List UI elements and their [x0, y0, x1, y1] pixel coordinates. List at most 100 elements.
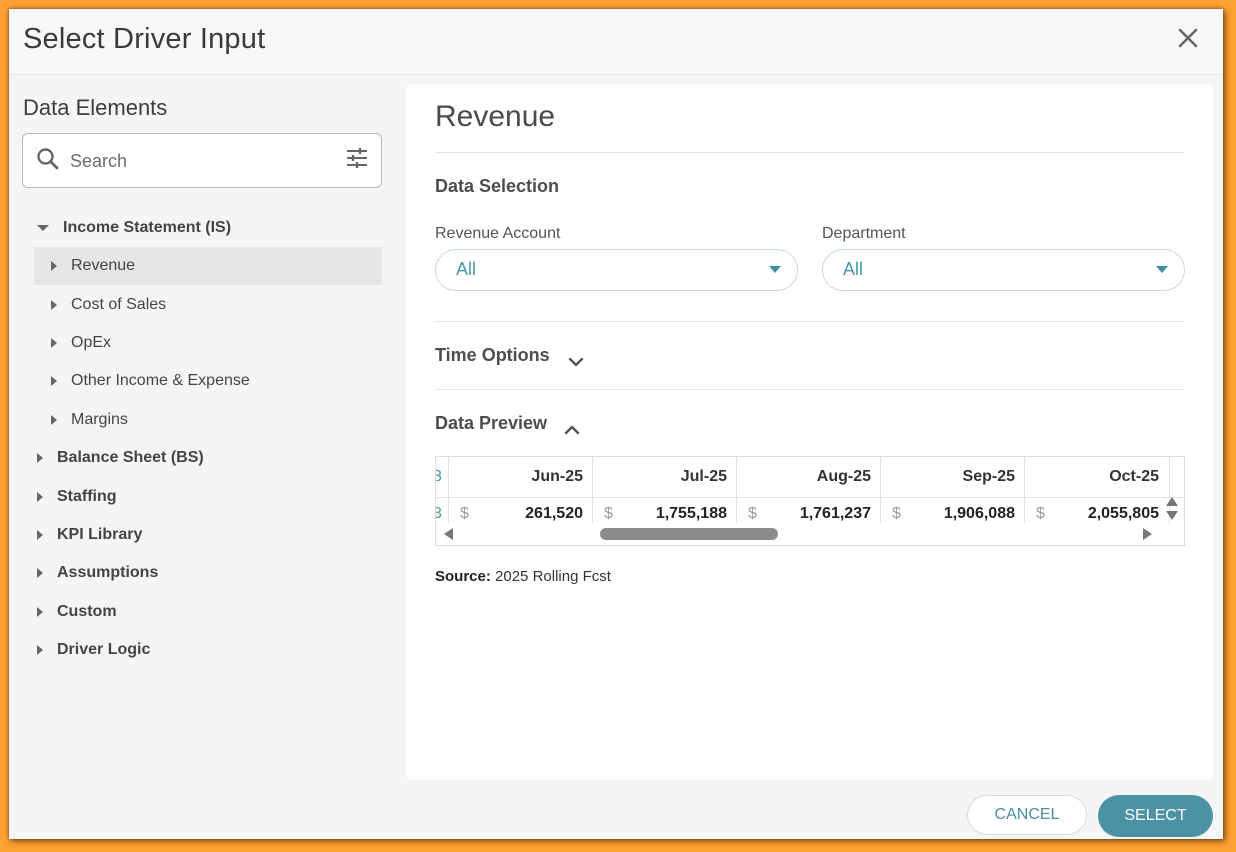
tree-item-label: Assumptions — [57, 564, 159, 581]
search-input[interactable] — [68, 143, 342, 179]
clipped-cell-edge: 3 — [436, 505, 442, 523]
chevron-down-icon[interactable] — [568, 356, 584, 368]
divider — [435, 321, 1184, 322]
tree-item-label: KPI Library — [57, 526, 143, 543]
caret-right-icon — [51, 376, 57, 386]
scroll-up-icon[interactable] — [1165, 496, 1179, 508]
preview-column: Sep-25 $ 1,906,088 — [880, 457, 1025, 523]
clipped-cell-edge: 3 — [436, 468, 442, 486]
dropdown-arrow-icon — [769, 266, 781, 273]
source-value: 2025 Rolling Fcst — [495, 568, 611, 585]
close-button[interactable] — [1175, 25, 1201, 51]
filter-sliders-icon[interactable] — [345, 146, 369, 170]
cell-value: 2,055,805 — [1087, 505, 1159, 522]
time-options-toggle[interactable]: Time Options — [435, 345, 550, 365]
tree-item-custom[interactable]: Custom — [37, 593, 117, 631]
preview-column: Jul-25 $ 1,755,188 — [592, 457, 737, 523]
cell-value: 1,761,237 — [799, 505, 871, 522]
scroll-right-icon[interactable] — [1142, 527, 1154, 541]
preview-column: Jun-25 $ 261,520 — [448, 457, 593, 523]
data-source: Source: 2025 Rolling Fcst — [435, 568, 611, 585]
preview-column: Oct-25 $ 2,055,805 — [1024, 457, 1170, 523]
detail-panel: Revenue Data Selection Revenue Account A… — [406, 84, 1213, 780]
tree-item-label: Staffing — [57, 488, 117, 505]
select-driver-input-dialog: Select Driver Input Data Elements — [9, 9, 1223, 839]
data-preview-toggle[interactable]: Data Preview — [435, 413, 548, 433]
column-header: Sep-25 — [962, 468, 1015, 485]
tree-item-label: Custom — [57, 603, 117, 620]
caret-right-icon — [51, 261, 57, 271]
tree-item-margins[interactable]: Margins — [34, 401, 382, 439]
cell-value: 1,906,088 — [943, 505, 1015, 522]
tree-item-revenue[interactable]: Revenue — [34, 247, 382, 285]
tree-item-assumptions[interactable]: Assumptions — [37, 554, 158, 592]
tree-item-label: Balance Sheet (BS) — [57, 449, 204, 466]
cell-value: 261,520 — [525, 505, 583, 522]
source-label: Source: — [435, 568, 491, 585]
revenue-account-value: All — [456, 259, 477, 279]
department-label: Department — [822, 225, 906, 242]
currency-symbol: $ — [748, 505, 757, 522]
tree-item-label: Margins — [71, 411, 128, 428]
column-header: Oct-25 — [1109, 468, 1159, 485]
detail-title: Revenue — [435, 100, 556, 133]
caret-right-icon — [37, 645, 43, 655]
caret-right-icon — [37, 568, 43, 578]
dropdown-arrow-icon — [1156, 266, 1168, 273]
select-button[interactable]: SELECT — [1098, 795, 1213, 837]
caret-right-icon — [37, 492, 43, 502]
horizontal-scrollbar[interactable] — [436, 523, 1168, 543]
tree-item-label: Cost of Sales — [71, 296, 167, 313]
data-elements-title: Data Elements — [23, 95, 168, 120]
column-header: Jul-25 — [680, 468, 727, 485]
caret-right-icon — [37, 530, 43, 540]
preview-header-row — [436, 457, 1184, 498]
preview-column: Aug-25 $ 1,761,237 — [736, 457, 881, 523]
tree-item-label: Income Statement (IS) — [63, 219, 232, 236]
caret-right-icon — [51, 300, 57, 310]
search-icon — [37, 148, 59, 170]
dialog-title: Select Driver Input — [23, 23, 266, 55]
tree-item-driver-logic[interactable]: Driver Logic — [37, 631, 150, 669]
column-header: Aug-25 — [816, 468, 871, 485]
dialog-header: Select Driver Input — [9, 9, 1223, 75]
tree-item-kpi-library[interactable]: KPI Library — [37, 516, 142, 554]
caret-right-icon — [37, 607, 43, 617]
column-header: Jun-25 — [531, 468, 583, 485]
tree-item-balance-sheet[interactable]: Balance Sheet (BS) — [37, 439, 204, 477]
tree-item-label: OpEx — [71, 334, 112, 351]
data-elements-panel: Data Elements I — [9, 75, 399, 785]
caret-down-icon — [37, 225, 49, 231]
tree-item-staffing[interactable]: Staffing — [37, 478, 117, 516]
horizontal-scroll-thumb[interactable] — [600, 528, 778, 540]
scroll-down-icon[interactable] — [1165, 509, 1179, 521]
caret-right-icon — [51, 338, 57, 348]
search-box — [22, 133, 382, 188]
chevron-up-icon[interactable] — [564, 424, 580, 436]
tree-item-label: Revenue — [71, 257, 136, 274]
data-preview-grid: 3 3 Jun-25 $ 261,520 Jul-25 $ 1,755,188 … — [435, 456, 1185, 546]
tree-item-cost-of-sales[interactable]: Cost of Sales — [34, 286, 382, 324]
currency-symbol: $ — [1036, 505, 1045, 522]
tree-item-label: Driver Logic — [57, 641, 151, 658]
close-icon — [1178, 28, 1198, 48]
cancel-button[interactable]: CANCEL — [967, 795, 1087, 835]
data-selection-heading: Data Selection — [435, 176, 560, 196]
tree-item-income-statement[interactable]: Income Statement (IS) — [37, 209, 231, 247]
scroll-left-icon[interactable] — [442, 527, 454, 541]
department-value: All — [843, 259, 864, 279]
divider — [435, 389, 1184, 390]
divider — [435, 152, 1184, 153]
tree-item-opex[interactable]: OpEx — [34, 324, 382, 362]
currency-symbol: $ — [460, 505, 469, 522]
caret-right-icon — [37, 453, 43, 463]
cell-value: 1,755,188 — [655, 505, 727, 522]
tree-item-label: Other Income & Expense — [71, 372, 250, 389]
revenue-account-label: Revenue Account — [435, 225, 561, 242]
department-select[interactable]: All — [822, 249, 1185, 291]
currency-symbol: $ — [604, 505, 613, 522]
revenue-account-select[interactable]: All — [435, 249, 798, 291]
caret-right-icon — [51, 415, 57, 425]
tree-item-other-income-expense[interactable]: Other Income & Expense — [34, 362, 382, 400]
